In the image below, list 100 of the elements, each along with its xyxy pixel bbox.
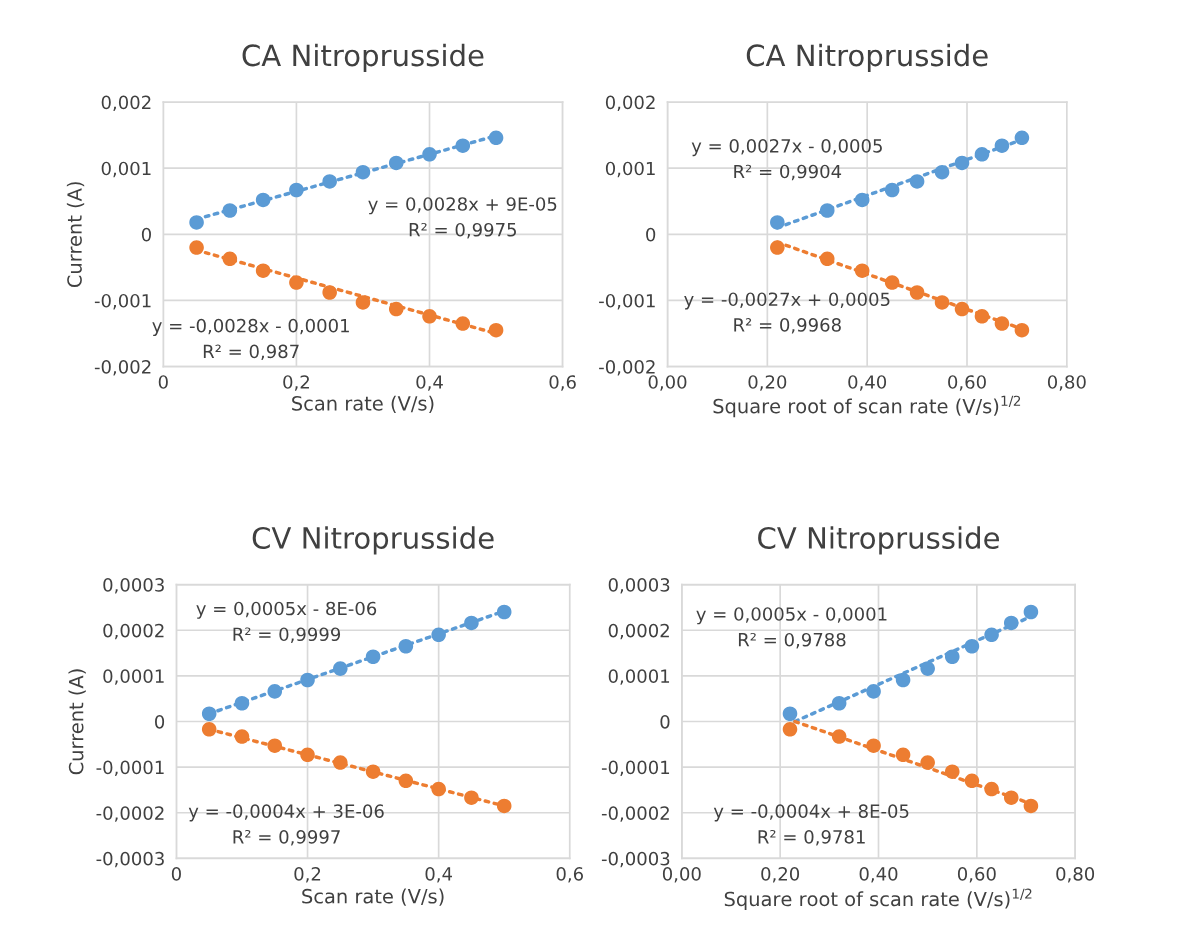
point <box>355 295 371 310</box>
point <box>234 729 250 744</box>
point <box>782 706 798 722</box>
point <box>782 721 798 737</box>
y-tick-label: 0,0002 <box>103 623 164 640</box>
point <box>909 285 925 300</box>
y-tick-label: 0 <box>155 714 165 729</box>
point <box>431 781 446 797</box>
point <box>974 147 990 162</box>
point <box>234 695 250 711</box>
point <box>1014 322 1030 338</box>
point <box>944 764 960 779</box>
point <box>388 301 404 317</box>
y-tick-label: 0,0001 <box>608 669 670 685</box>
point <box>189 240 204 255</box>
point <box>831 695 847 711</box>
point <box>267 738 283 753</box>
point <box>974 309 990 324</box>
y-tick-label: 0,0003 <box>608 578 670 594</box>
point <box>1023 798 1039 814</box>
point <box>831 729 847 744</box>
chart-title: CV Nitroprusside <box>252 526 494 555</box>
point <box>455 316 471 331</box>
x-axis-title: Scan rate (V/s) <box>292 395 434 413</box>
point <box>300 672 315 688</box>
y-tick-label: -0,0002 <box>601 806 669 822</box>
point <box>895 672 911 688</box>
point <box>488 322 504 338</box>
y-tick-label: 0 <box>660 714 670 729</box>
point <box>819 203 835 218</box>
point <box>994 316 1010 331</box>
chart-title: CA Nitroprusside <box>746 43 988 73</box>
point <box>201 706 217 722</box>
y-tick-label: -0,0001 <box>601 760 670 777</box>
point <box>819 251 835 267</box>
point <box>909 174 925 189</box>
point <box>322 285 337 300</box>
annotation: y = -0,0004x + 8E-05 R² = 0,9781 <box>713 804 909 846</box>
point <box>934 164 950 180</box>
point <box>388 155 404 171</box>
y-tick-label: -0,0002 <box>96 806 164 822</box>
x-tick-label: 0,20 <box>748 375 787 391</box>
point <box>267 684 283 699</box>
point <box>964 638 980 654</box>
point <box>770 240 785 255</box>
y-tick-label: -0,0003 <box>601 851 670 868</box>
y-tick-label: 0,002 <box>101 95 151 112</box>
chart-title: CA Nitroprusside <box>242 43 484 73</box>
annotation: y = 0,0028x + 9E-05 R² = 0,9975 <box>368 197 557 239</box>
y-tick-label: 0,0001 <box>103 669 164 685</box>
x-tick-label: 0 <box>171 867 181 881</box>
x-axis-title: Square root of scan rate (V/s)$^{1/2}$ <box>713 395 1021 418</box>
point <box>984 781 999 797</box>
point <box>770 215 785 230</box>
annotation: y = 0,0027x - 0,0005 R² = 0,9904 <box>691 138 882 181</box>
y-tick-label: -0,001 <box>599 293 655 310</box>
y-tick-label: 0,0002 <box>608 623 669 640</box>
x-tick-label: 0,6 <box>549 375 576 391</box>
y-tick-label: 0,001 <box>605 161 655 178</box>
point <box>854 263 870 278</box>
y-tick-label: 0,001 <box>101 161 151 178</box>
point <box>895 747 911 763</box>
x-tick-label: 0,2 <box>283 375 309 391</box>
point <box>866 684 881 699</box>
point <box>994 138 1010 153</box>
y-tick-label: 0,0003 <box>103 578 164 594</box>
x-tick-label: 0,80 <box>1056 867 1095 883</box>
x-tick-label: 0,4 <box>425 867 452 883</box>
x-tick-label: 0,6 <box>556 867 583 883</box>
point <box>464 790 479 805</box>
x-tick-label: 0,4 <box>416 375 443 391</box>
x-tick-label: 0,80 <box>1047 375 1086 391</box>
point <box>1003 790 1019 805</box>
y-tick-label: 0 <box>141 227 151 242</box>
annotation: y = -0,0027x + 0,0005 R² = 0,9968 <box>684 292 890 334</box>
point <box>398 638 414 654</box>
point <box>300 747 315 763</box>
y-axis-title: Current (A) <box>68 669 86 775</box>
point <box>333 661 348 676</box>
point <box>1003 615 1019 631</box>
y-tick-label: -0,0003 <box>96 851 164 868</box>
point <box>854 192 870 208</box>
x-tick-label: 0,40 <box>848 375 887 391</box>
point <box>222 203 238 218</box>
annotation: y = -0,0004x + 3E-06 R² = 0,9997 <box>188 804 384 846</box>
point <box>954 301 970 317</box>
point <box>954 155 970 171</box>
point <box>322 174 337 189</box>
point <box>365 764 381 779</box>
annotation: y = -0,0028x - 0,0001 R² = 0,987 <box>152 318 349 361</box>
y-tick-label: -0,002 <box>94 360 151 376</box>
point <box>333 755 348 770</box>
point <box>365 649 381 665</box>
annotation: y = 0,0005x - 8E-06 R² = 0,9999 <box>196 601 377 643</box>
point <box>920 661 935 676</box>
point <box>189 215 204 230</box>
y-tick-label: -0,002 <box>599 360 655 376</box>
point <box>496 604 512 620</box>
point <box>289 182 304 198</box>
point <box>964 773 980 789</box>
